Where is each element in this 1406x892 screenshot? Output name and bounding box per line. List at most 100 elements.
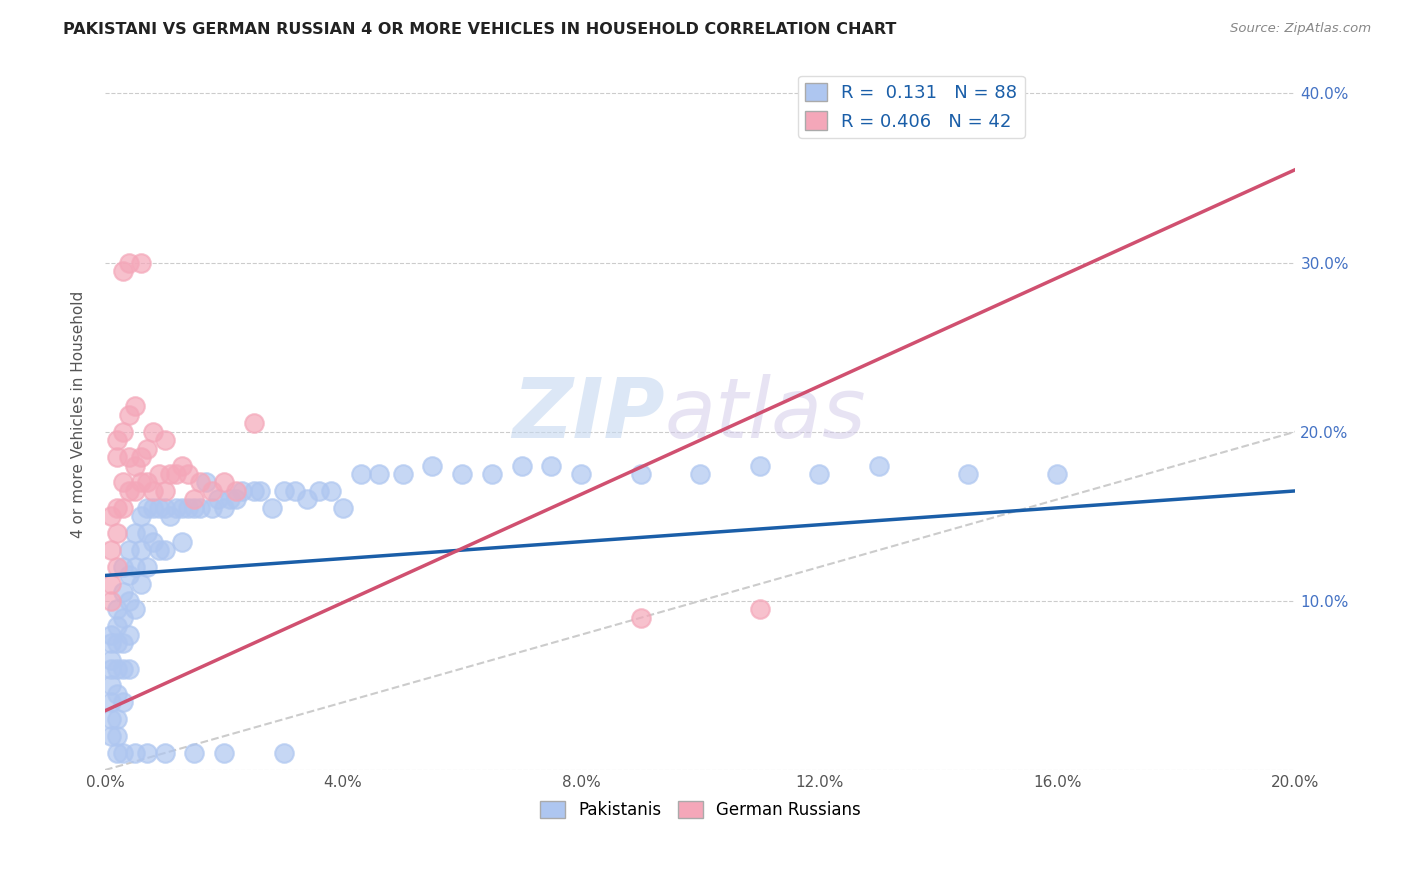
Point — [105, 560, 128, 574]
Point — [118, 255, 141, 269]
Point — [159, 509, 181, 524]
Point — [188, 475, 211, 490]
Point — [135, 746, 157, 760]
Point — [124, 483, 146, 498]
Point — [111, 264, 134, 278]
Point — [111, 560, 134, 574]
Point — [111, 661, 134, 675]
Point — [135, 475, 157, 490]
Point — [159, 467, 181, 481]
Point — [569, 467, 592, 481]
Point — [153, 500, 176, 515]
Point — [135, 560, 157, 574]
Point — [630, 611, 652, 625]
Point — [808, 467, 831, 481]
Point — [124, 458, 146, 473]
Point — [153, 746, 176, 760]
Point — [100, 577, 122, 591]
Point — [142, 534, 165, 549]
Point — [188, 500, 211, 515]
Point — [100, 594, 122, 608]
Point — [111, 636, 134, 650]
Point — [172, 534, 194, 549]
Point — [153, 483, 176, 498]
Point — [172, 500, 194, 515]
Point — [422, 458, 444, 473]
Text: atlas: atlas — [665, 375, 866, 455]
Point — [201, 500, 224, 515]
Point — [540, 458, 562, 473]
Point — [148, 500, 170, 515]
Point — [451, 467, 474, 481]
Point — [243, 483, 266, 498]
Point — [183, 492, 205, 507]
Point — [105, 619, 128, 633]
Point — [100, 653, 122, 667]
Point — [748, 602, 770, 616]
Y-axis label: 4 or more Vehicles in Household: 4 or more Vehicles in Household — [72, 291, 86, 539]
Point — [177, 500, 200, 515]
Point — [212, 500, 235, 515]
Point — [105, 687, 128, 701]
Point — [153, 433, 176, 447]
Point — [111, 611, 134, 625]
Point — [111, 585, 134, 599]
Point — [350, 467, 373, 481]
Point — [111, 695, 134, 709]
Point — [118, 483, 141, 498]
Point — [124, 602, 146, 616]
Point — [165, 500, 187, 515]
Point — [260, 500, 283, 515]
Point — [689, 467, 711, 481]
Point — [100, 628, 122, 642]
Point — [105, 433, 128, 447]
Point — [148, 543, 170, 558]
Point — [868, 458, 890, 473]
Point — [129, 543, 152, 558]
Point — [124, 746, 146, 760]
Point — [124, 400, 146, 414]
Point — [249, 483, 271, 498]
Point — [481, 467, 503, 481]
Point — [118, 628, 141, 642]
Point — [183, 746, 205, 760]
Point — [129, 577, 152, 591]
Point — [284, 483, 307, 498]
Point — [332, 500, 354, 515]
Point — [207, 492, 229, 507]
Point — [124, 526, 146, 541]
Point — [212, 475, 235, 490]
Point — [225, 483, 247, 498]
Point — [165, 467, 187, 481]
Point — [100, 712, 122, 726]
Point — [118, 661, 141, 675]
Point — [105, 602, 128, 616]
Point — [957, 467, 980, 481]
Point — [243, 417, 266, 431]
Point — [111, 500, 134, 515]
Point — [225, 492, 247, 507]
Text: PAKISTANI VS GERMAN RUSSIAN 4 OR MORE VEHICLES IN HOUSEHOLD CORRELATION CHART: PAKISTANI VS GERMAN RUSSIAN 4 OR MORE VE… — [63, 22, 897, 37]
Point — [321, 483, 343, 498]
Point — [153, 543, 176, 558]
Point — [510, 458, 533, 473]
Point — [142, 483, 165, 498]
Point — [273, 746, 295, 760]
Point — [100, 678, 122, 692]
Point — [105, 746, 128, 760]
Point — [129, 475, 152, 490]
Point — [219, 492, 242, 507]
Point — [105, 729, 128, 743]
Text: Source: ZipAtlas.com: Source: ZipAtlas.com — [1230, 22, 1371, 36]
Point — [308, 483, 330, 498]
Point — [172, 458, 194, 473]
Point — [630, 467, 652, 481]
Text: ZIP: ZIP — [512, 375, 665, 455]
Point — [129, 450, 152, 464]
Point — [100, 661, 122, 675]
Point — [273, 483, 295, 498]
Point — [231, 483, 253, 498]
Point — [111, 746, 134, 760]
Point — [201, 483, 224, 498]
Point — [118, 408, 141, 422]
